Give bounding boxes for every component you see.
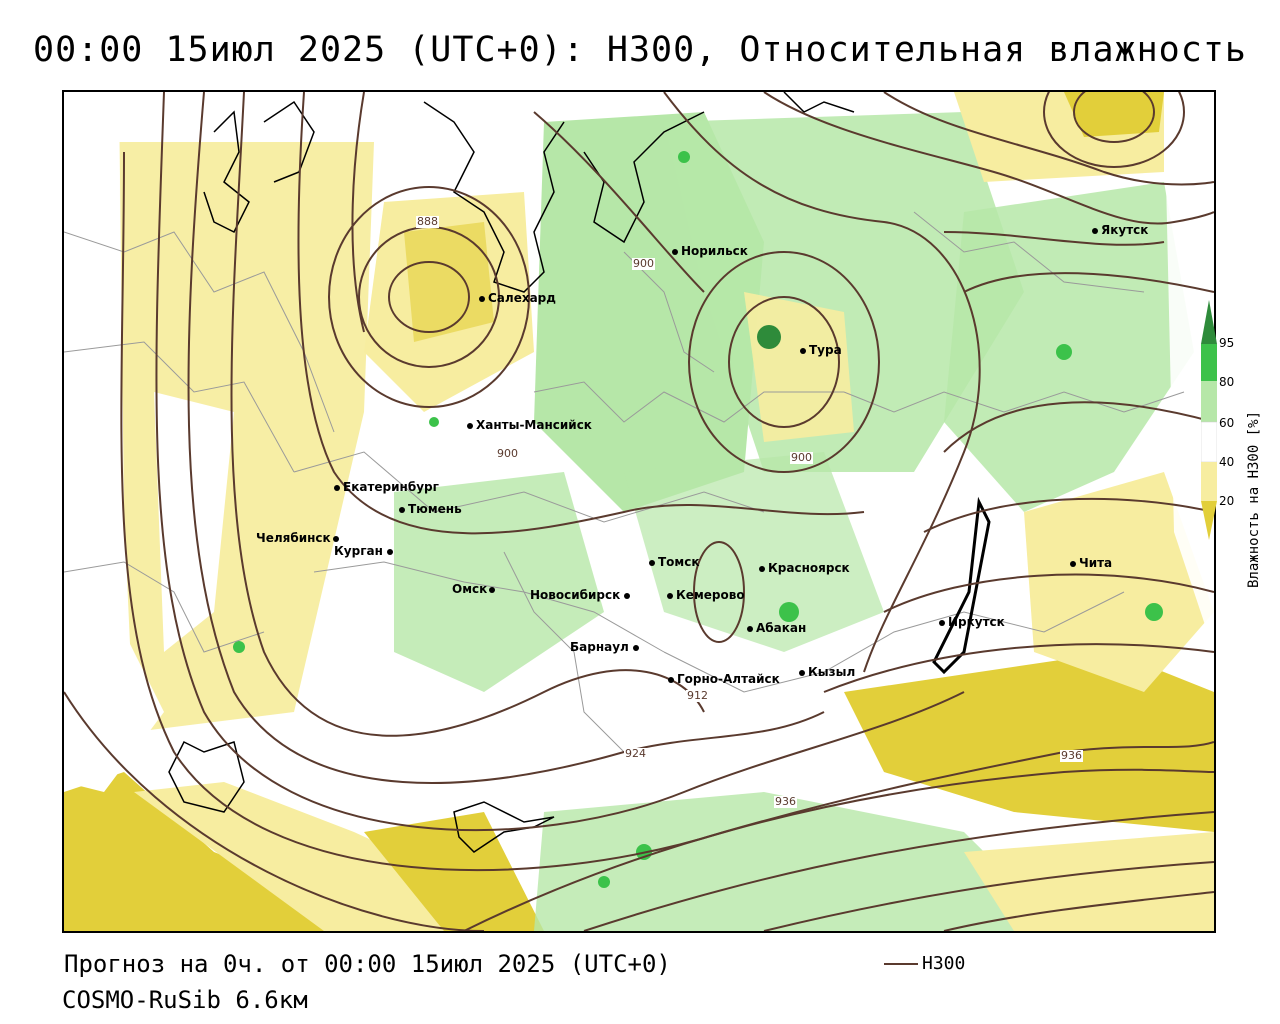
city-marker — [1092, 227, 1098, 234]
forecast-info: Прогноз на 0ч. от 00:00 15июл 2025 (UTC+… — [64, 950, 671, 978]
city-label: Тюмень — [408, 502, 462, 516]
h300-legend-line — [884, 963, 918, 965]
city-tomsk: Томск — [649, 555, 700, 569]
colorbar-tick: 80 — [1219, 375, 1235, 389]
city-tyumen: Тюмень — [399, 502, 462, 516]
city-marker — [747, 625, 753, 632]
h300-contours — [64, 92, 1214, 931]
city-kyzyl: Кызыл — [799, 665, 855, 679]
city-marker — [479, 295, 485, 302]
city-label: Челябинск — [256, 531, 331, 545]
city-marker — [800, 347, 806, 354]
city-label: Кемерово — [676, 588, 745, 602]
city-label: Иркутск — [948, 615, 1005, 629]
contour-label: 924 — [624, 747, 647, 760]
city-marker — [399, 506, 405, 513]
contour-label: 900 — [790, 451, 813, 464]
city-yekaterinburg: Екатеринбург — [334, 480, 439, 494]
colorbar-tick: 60 — [1219, 416, 1235, 430]
city-omsk: Омск — [452, 582, 498, 596]
city-marker — [672, 248, 678, 255]
city-marker — [334, 484, 340, 491]
city-norilsk: Норильск — [672, 244, 748, 258]
humidity-field — [64, 92, 1214, 931]
city-yakutsk: Якутск — [1092, 223, 1148, 237]
contour-label: 936 — [1060, 749, 1083, 762]
city-krasnoyarsk: Красноярск — [759, 561, 850, 575]
contour-label: 900 — [496, 447, 519, 460]
city-tura: Тура — [800, 343, 842, 357]
city-marker — [467, 422, 473, 429]
city-label: Красноярск — [768, 561, 850, 575]
city-label: Чита — [1079, 556, 1113, 570]
city-barnaul: Барнаул — [570, 640, 642, 654]
city-label: Абакан — [756, 621, 807, 635]
city-abakan: Абакан — [747, 621, 806, 635]
city-label: Кызыл — [808, 665, 856, 679]
model-name: COSMO-RuSib 6.6км — [62, 986, 308, 1014]
city-marker — [667, 592, 673, 599]
city-label: Омск — [452, 582, 488, 596]
colorbar-tick: 40 — [1219, 455, 1235, 469]
map-canvas — [64, 92, 1214, 931]
forecast-map: 888 900 900 900 912 924 936 936 Салехард… — [62, 90, 1216, 933]
city-marker — [1070, 560, 1076, 567]
city-khanty-mansiysk: Ханты-Мансийск — [467, 418, 592, 432]
city-kurgan: Курган — [334, 544, 396, 558]
city-label: Тура — [809, 343, 842, 357]
city-marker — [939, 619, 945, 626]
city-marker — [649, 559, 655, 566]
city-label: Курган — [334, 544, 383, 558]
colorbar-tick: 20 — [1219, 494, 1235, 508]
city-marker — [759, 565, 765, 572]
city-marker — [799, 669, 805, 676]
city-marker — [386, 548, 393, 555]
city-label: Екатеринбург — [343, 480, 439, 494]
city-label: Якутск — [1101, 223, 1149, 237]
city-kemerovo: Кемерово — [667, 588, 745, 602]
city-label: Томск — [658, 555, 700, 569]
map-title: 00:00 15июл 2025 (UTC+0): H300, Относите… — [33, 30, 1247, 70]
city-chita: Чита — [1070, 556, 1112, 570]
colorbar-tick: 95 — [1219, 336, 1235, 350]
city-marker — [632, 644, 639, 651]
contour-label: 888 — [416, 215, 439, 228]
city-salekhard: Салехард — [479, 291, 556, 305]
city-marker — [489, 586, 496, 593]
city-marker — [668, 676, 674, 683]
colorbar-title: Влажность на H300 [%] — [1246, 410, 1262, 588]
city-label: Норильск — [681, 244, 748, 258]
city-label: Салехард — [488, 291, 556, 305]
city-gorno-altaysk: Горно-Алтайск — [668, 672, 780, 686]
city-marker — [624, 592, 631, 599]
city-marker — [332, 535, 339, 542]
h300-legend-label: H300 — [922, 953, 966, 974]
city-label: Ханты-Мансийск — [476, 418, 592, 432]
city-label: Новосибирск — [530, 588, 621, 602]
contour-label: 912 — [686, 689, 709, 702]
contour-label: 936 — [774, 795, 797, 808]
city-label: Горно-Алтайск — [677, 672, 780, 686]
city-chelyabinsk: Челябинск — [256, 531, 342, 545]
contour-label: 900 — [632, 257, 655, 270]
city-label: Барнаул — [570, 640, 629, 654]
city-novosibirsk: Новосибирск — [530, 588, 633, 602]
city-irkutsk: Иркутск — [939, 615, 1005, 629]
humidity-colorbar — [1201, 300, 1217, 540]
